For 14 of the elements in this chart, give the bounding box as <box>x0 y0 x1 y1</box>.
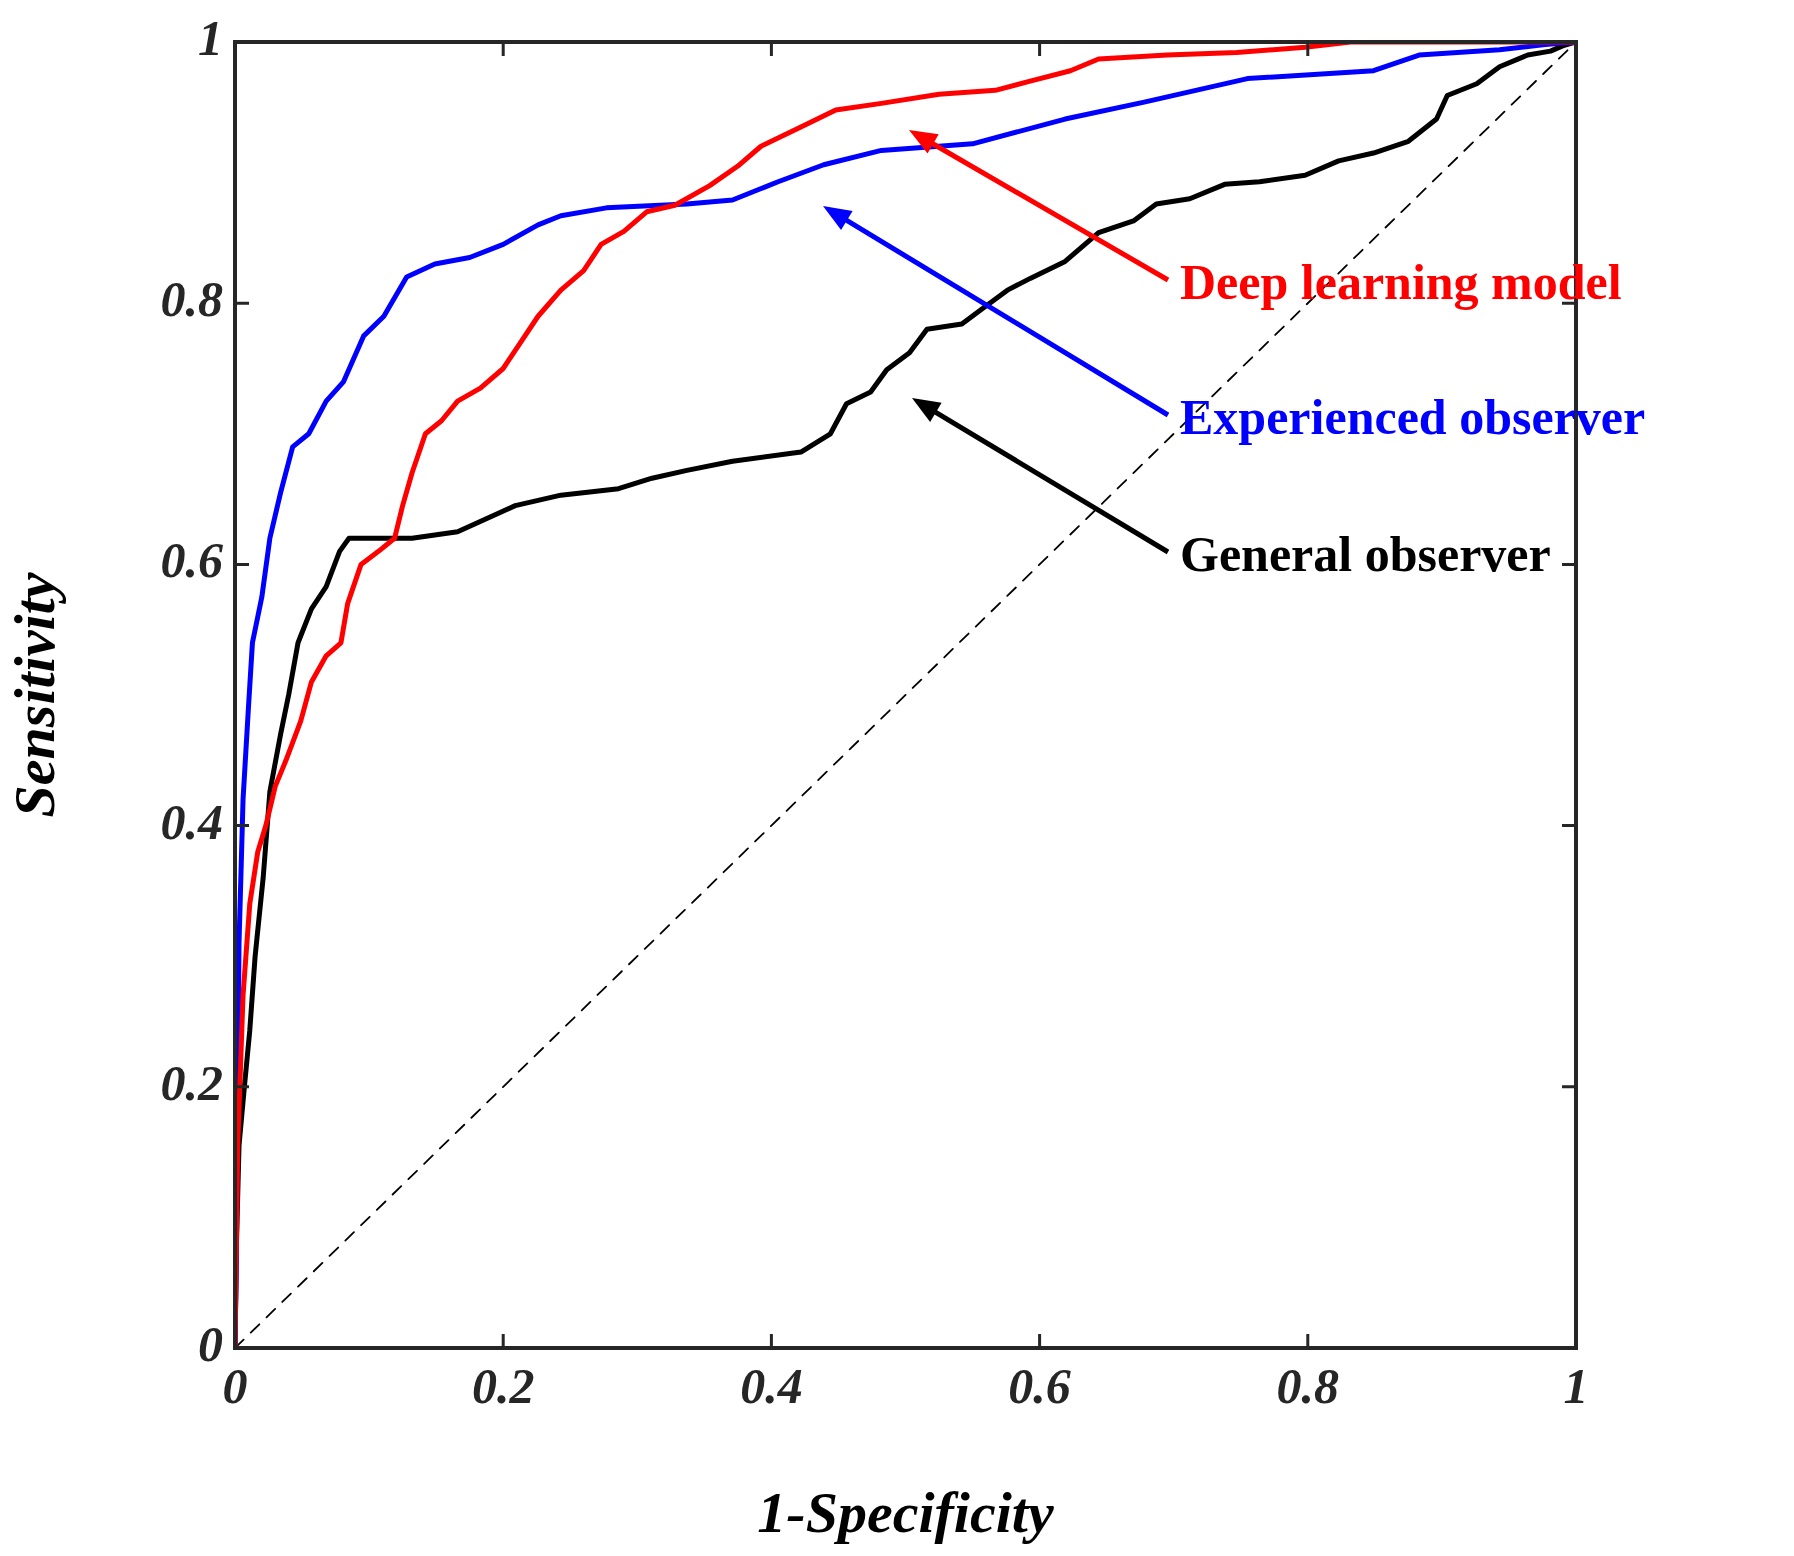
x-tick-label: 1 <box>1563 1357 1589 1414</box>
x-axis-title: 1-Specificity <box>757 1480 1054 1546</box>
text: General observer <box>1180 525 1551 582</box>
y-axis-title: Sensitivity <box>1 572 67 818</box>
y-tick-label: 0.2 <box>160 1054 223 1111</box>
x-tick-label: 0.4 <box>740 1357 803 1414</box>
y-tick-label: 1 <box>198 9 223 66</box>
y-tick-label: 0 <box>198 1315 223 1372</box>
x-tick-label: 0.6 <box>1008 1357 1071 1414</box>
y-tick-label: 0.4 <box>160 793 223 850</box>
y-tick-label: 0.8 <box>160 271 223 328</box>
x-tick-label: 0.8 <box>1276 1357 1340 1414</box>
x-tick-label: 0.2 <box>471 1357 535 1414</box>
y-tick-label: 0.6 <box>160 532 223 589</box>
